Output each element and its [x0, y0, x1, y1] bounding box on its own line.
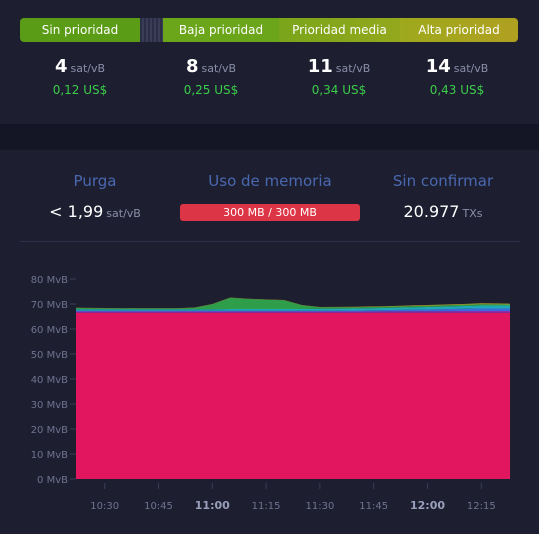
fee-column-alta-prioridad: 14 sat/vB 0,43 US$ [402, 56, 512, 97]
mempool-chart[interactable]: 0 MvB 10 MvB 20 MvB 30 MvB 40 MvB 50 MvB 60 Mv… [0, 260, 539, 530]
fee-value: 4 [54, 56, 68, 77]
x-tick-label: 11:00 [195, 499, 230, 512]
purge-title: Purga [73, 172, 117, 190]
y-tick-label: 80 MvB [31, 275, 68, 286]
unconfirmed-title: Sin confirmar [392, 172, 494, 190]
area-series-5 [76, 297, 510, 309]
purge-amount: < 1,99 [49, 202, 104, 221]
y-tick-label: 40 MvB [31, 375, 68, 386]
x-tick-label: 10:45 [144, 501, 173, 512]
section-divider-band [0, 124, 539, 150]
area-series-4 [76, 297, 510, 310]
fee-usd: 0,25 US$ [183, 83, 239, 97]
fee-column-prioridad-media: 11 sat/vB 0,34 US$ [284, 56, 394, 97]
y-tick-label: 50 MvB [31, 350, 68, 361]
fee-unit: sat/vB [70, 62, 106, 75]
area-series-3 [76, 305, 510, 311]
y-tick-label: 10 MvB [31, 450, 68, 461]
area-series-1 [76, 311, 510, 313]
fee-value: 8 [185, 56, 199, 77]
purge-value: < 1,99 sat/vB [5, 202, 185, 221]
fee-segment-alta-prioridad[interactable]: Alta prioridad [400, 18, 518, 42]
y-tick-label: 20 MvB [31, 425, 68, 436]
y-tick-label: 30 MvB [31, 400, 68, 411]
fee-column-sin-prioridad: 4 sat/vB 0,12 US$ [25, 56, 135, 97]
x-tick-label: 12:15 [467, 501, 496, 512]
fee-usd: 0,34 US$ [311, 83, 367, 97]
area-series-0 [76, 312, 510, 479]
y-tick-label: 60 MvB [31, 325, 68, 336]
x-tick-label: 11:45 [359, 501, 388, 512]
fee-value: 11 [307, 56, 333, 77]
fee-value: 14 [425, 56, 451, 77]
fee-column-baja-prioridad: 8 sat/vB 0,25 US$ [156, 56, 266, 97]
fee-usd: 0,12 US$ [52, 83, 108, 97]
unconfirmed-unit: TXs [462, 207, 483, 220]
fee-segment-gap [140, 18, 163, 42]
purge-unit: sat/vB [106, 207, 141, 220]
fee-unit: sat/vB [201, 62, 237, 75]
y-tick-label: 0 MvB [37, 475, 68, 486]
fee-unit: sat/vB [453, 62, 489, 75]
fee-segment-sin-prioridad[interactable]: Sin prioridad [20, 18, 140, 42]
y-tick-label: 70 MvB [31, 300, 68, 311]
fee-segment-baja-prioridad[interactable]: Baja prioridad [163, 18, 279, 42]
memory-usage-title: Uso de memoria [208, 172, 332, 190]
memory-usage-bar: 300 MB / 300 MB [180, 204, 360, 221]
memory-usage-value: 300 MB / 300 MB [223, 206, 317, 219]
divider [20, 241, 520, 242]
fee-unit: sat/vB [335, 62, 371, 75]
x-tick-label: 12:00 [410, 499, 445, 512]
x-tick-label: 10:30 [90, 501, 119, 512]
area-series-2 [76, 308, 510, 312]
x-tick-label: 11:15 [252, 501, 281, 512]
unconfirmed-count: 20.977 [403, 202, 460, 221]
fee-segment-prioridad-media[interactable]: Prioridad media [279, 18, 400, 42]
fee-usd: 0,43 US$ [429, 83, 485, 97]
x-tick-label: 11:30 [305, 501, 334, 512]
unconfirmed-value: 20.977 TXs [353, 202, 533, 221]
